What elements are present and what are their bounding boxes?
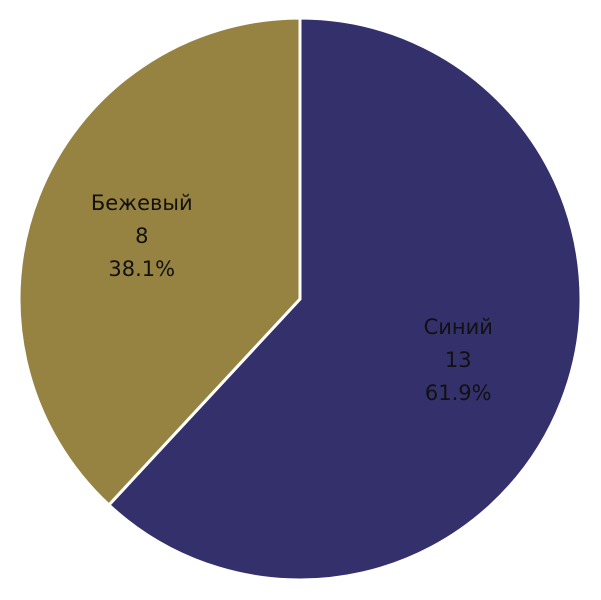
slice-label-category: Бежевый (91, 191, 193, 215)
pie-slice-2 (17, 16, 302, 508)
pie-slice-1 (106, 16, 583, 582)
slice-label-percent: 38.1% (108, 257, 175, 281)
pie-labels: Синий 13 61.9% Бежевый 8 38.1% (91, 191, 493, 405)
slice-label-percent: 61.9% (425, 381, 492, 405)
slice-label-value: 13 (445, 348, 472, 372)
slice-label-category: Синий (424, 315, 493, 339)
pie-slices (17, 16, 583, 582)
slice-label-value: 8 (135, 224, 148, 248)
